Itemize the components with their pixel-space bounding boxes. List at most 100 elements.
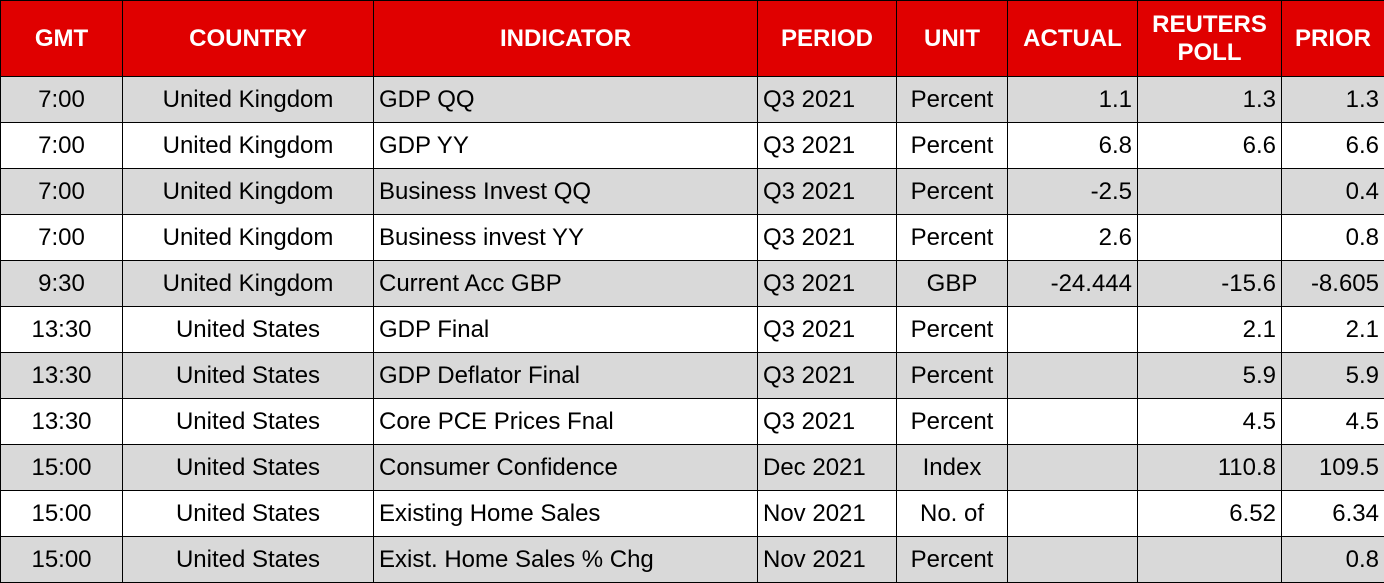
header-country: COUNTRY bbox=[122, 0, 374, 77]
actual-cell: 6.8 bbox=[1007, 122, 1138, 169]
period-cell: Q3 2021 bbox=[757, 398, 897, 445]
table-row: 7:00 United Kingdom Business Invest QQ Q3 2… bbox=[0, 168, 1384, 215]
actual-cell bbox=[1007, 398, 1138, 445]
reuters-poll-cell: 1.3 bbox=[1137, 76, 1282, 123]
period-cell: Q3 2021 bbox=[757, 122, 897, 169]
table-row: 15:00 United States Existing Home Sales Nov… bbox=[0, 490, 1384, 537]
table-row: 7:00 United Kingdom Business invest YY Q3 2… bbox=[0, 214, 1384, 261]
table-row: 7:00 United Kingdom GDP YY Q3 2021 Percent 6.… bbox=[0, 122, 1384, 169]
header-indicator: INDICATOR bbox=[373, 0, 758, 77]
unit-cell: Percent bbox=[896, 168, 1008, 215]
country-cell: United Kingdom bbox=[122, 260, 374, 307]
indicator-cell: Core PCE Prices Fnal bbox=[373, 398, 758, 445]
table-row: 13:30 United States GDP Deflator Final Q3 2… bbox=[0, 352, 1384, 399]
indicator-cell: GDP Final bbox=[373, 306, 758, 353]
header-period: PERIOD bbox=[757, 0, 897, 77]
indicator-cell: Consumer Confidence bbox=[373, 444, 758, 491]
unit-cell: Index bbox=[896, 444, 1008, 491]
country-cell: United Kingdom bbox=[122, 76, 374, 123]
period-cell: Nov 2021 bbox=[757, 490, 897, 537]
indicator-cell: GDP QQ bbox=[373, 76, 758, 123]
reuters-poll-cell: 4.5 bbox=[1137, 398, 1282, 445]
period-cell: Q3 2021 bbox=[757, 260, 897, 307]
unit-cell: Percent bbox=[896, 214, 1008, 261]
country-cell: United States bbox=[122, 536, 374, 583]
actual-cell: 1.1 bbox=[1007, 76, 1138, 123]
country-cell: United States bbox=[122, 398, 374, 445]
indicator-cell: Existing Home Sales bbox=[373, 490, 758, 537]
period-cell: Q3 2021 bbox=[757, 306, 897, 353]
period-cell: Nov 2021 bbox=[757, 536, 897, 583]
unit-cell: No. of bbox=[896, 490, 1008, 537]
gmt-cell: 13:30 bbox=[0, 306, 123, 353]
country-cell: United States bbox=[122, 352, 374, 399]
gmt-cell: 15:00 bbox=[0, 536, 123, 583]
prior-cell: -8.605 bbox=[1281, 260, 1384, 307]
gmt-cell: 15:00 bbox=[0, 490, 123, 537]
table-row: 15:00 United States Consumer Confidence Dec… bbox=[0, 444, 1384, 491]
reuters-poll-cell bbox=[1137, 536, 1282, 583]
prior-cell: 6.6 bbox=[1281, 122, 1384, 169]
table-row: 7:00 United Kingdom GDP QQ Q3 2021 Percent 1.… bbox=[0, 76, 1384, 123]
unit-cell: Percent bbox=[896, 76, 1008, 123]
table-body: 7:00 United Kingdom GDP QQ Q3 2021 Percent 1.… bbox=[0, 76, 1384, 583]
gmt-cell: 7:00 bbox=[0, 76, 123, 123]
actual-cell: -2.5 bbox=[1007, 168, 1138, 215]
reuters-poll-cell: 5.9 bbox=[1137, 352, 1282, 399]
header-row: GMT COUNTRY INDICATOR PERIOD UNIT ACTUAL REUTE… bbox=[0, 0, 1384, 77]
gmt-cell: 7:00 bbox=[0, 122, 123, 169]
reuters-poll-cell: 6.6 bbox=[1137, 122, 1282, 169]
unit-cell: GBP bbox=[896, 260, 1008, 307]
header-gmt: GMT bbox=[0, 0, 123, 77]
gmt-cell: 13:30 bbox=[0, 352, 123, 399]
gmt-cell: 9:30 bbox=[0, 260, 123, 307]
unit-cell: Percent bbox=[896, 122, 1008, 169]
prior-cell: 0.4 bbox=[1281, 168, 1384, 215]
indicator-cell: Business Invest QQ bbox=[373, 168, 758, 215]
prior-cell: 5.9 bbox=[1281, 352, 1384, 399]
indicator-cell: GDP Deflator Final bbox=[373, 352, 758, 399]
actual-cell bbox=[1007, 490, 1138, 537]
table-row: 15:00 United States Exist. Home Sales % Ch… bbox=[0, 536, 1384, 583]
unit-cell: Percent bbox=[896, 352, 1008, 399]
actual-cell: -24.444 bbox=[1007, 260, 1138, 307]
gmt-cell: 13:30 bbox=[0, 398, 123, 445]
header-prior: PRIOR bbox=[1281, 0, 1384, 77]
reuters-poll-cell: 2.1 bbox=[1137, 306, 1282, 353]
unit-cell: Percent bbox=[896, 306, 1008, 353]
indicator-cell: Exist. Home Sales % Chg bbox=[373, 536, 758, 583]
indicator-cell: Current Acc GBP bbox=[373, 260, 758, 307]
gmt-cell: 7:00 bbox=[0, 214, 123, 261]
actual-cell bbox=[1007, 444, 1138, 491]
table-row: 13:30 United States Core PCE Prices Fnal Q3… bbox=[0, 398, 1384, 445]
prior-cell: 2.1 bbox=[1281, 306, 1384, 353]
country-cell: United Kingdom bbox=[122, 168, 374, 215]
gmt-cell: 15:00 bbox=[0, 444, 123, 491]
prior-cell: 0.8 bbox=[1281, 536, 1384, 583]
reuters-poll-cell bbox=[1137, 168, 1282, 215]
header-unit: UNIT bbox=[896, 0, 1008, 77]
actual-cell bbox=[1007, 352, 1138, 399]
country-cell: United Kingdom bbox=[122, 214, 374, 261]
period-cell: Q3 2021 bbox=[757, 76, 897, 123]
table-row: 9:30 United Kingdom Current Acc GBP Q3 2021… bbox=[0, 260, 1384, 307]
reuters-poll-cell: -15.6 bbox=[1137, 260, 1282, 307]
unit-cell: Percent bbox=[896, 536, 1008, 583]
period-cell: Dec 2021 bbox=[757, 444, 897, 491]
prior-cell: 4.5 bbox=[1281, 398, 1384, 445]
reuters-poll-cell: 6.52 bbox=[1137, 490, 1282, 537]
period-cell: Q3 2021 bbox=[757, 352, 897, 399]
header-actual: ACTUAL bbox=[1007, 0, 1138, 77]
actual-cell bbox=[1007, 306, 1138, 353]
reuters-poll-cell bbox=[1137, 214, 1282, 261]
table-row: 13:30 United States GDP Final Q3 2021 Percen… bbox=[0, 306, 1384, 353]
unit-cell: Percent bbox=[896, 398, 1008, 445]
country-cell: United Kingdom bbox=[122, 122, 374, 169]
prior-cell: 6.34 bbox=[1281, 490, 1384, 537]
country-cell: United States bbox=[122, 306, 374, 353]
country-cell: United States bbox=[122, 444, 374, 491]
actual-cell: 2.6 bbox=[1007, 214, 1138, 261]
prior-cell: 0.8 bbox=[1281, 214, 1384, 261]
